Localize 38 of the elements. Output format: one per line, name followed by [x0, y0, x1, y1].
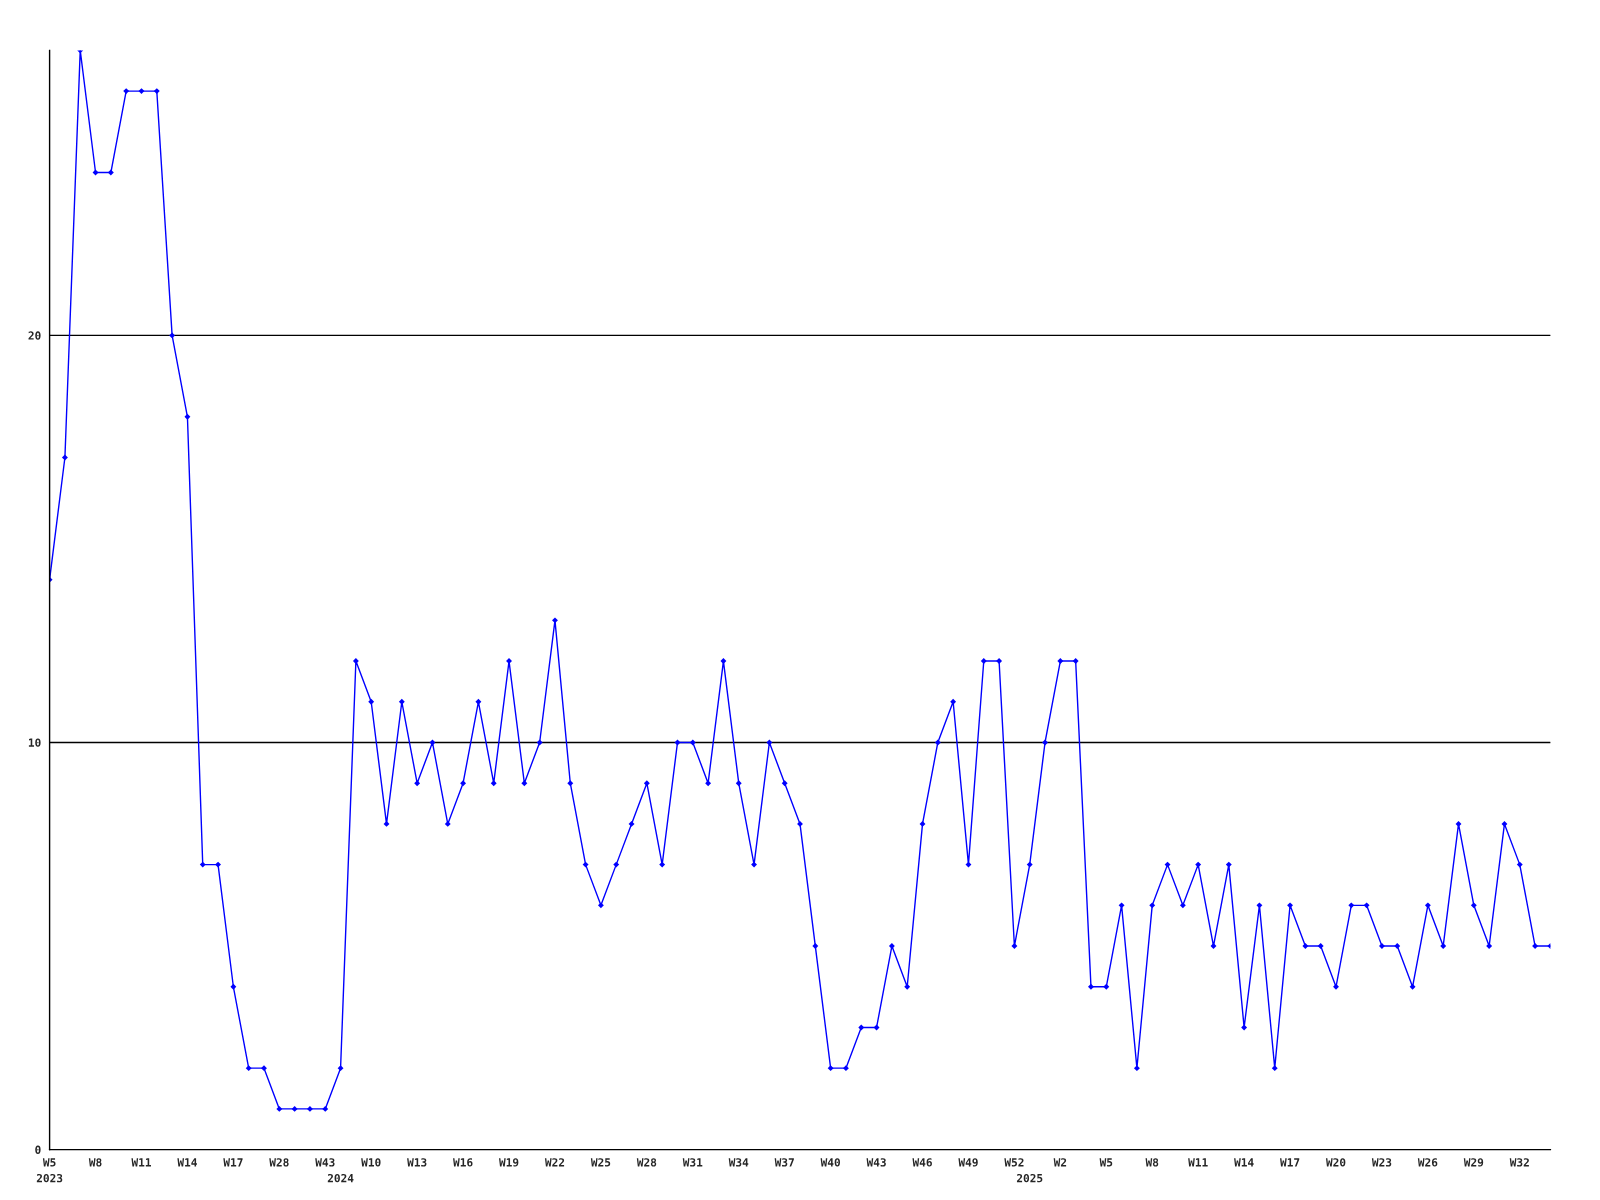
x-tick-label: 2024 [327, 1173, 354, 1183]
x-tick-label: W26 [1417, 1158, 1438, 1167]
x-tick-label: W14 [1234, 1158, 1254, 1167]
x-tick-label: W5 2023 [36, 1158, 63, 1183]
y-tick-label: 0 [35, 1145, 41, 1154]
x-tick-label: W11 [131, 1158, 151, 1167]
x-tick-label: W11 [1188, 1158, 1208, 1167]
x-tick-label: W25 [590, 1158, 611, 1167]
x-tick-label: W8 [1145, 1158, 1159, 1167]
x-tick-label: W22 [544, 1158, 565, 1167]
x-tick-label: W52 [1004, 1158, 1024, 1167]
x-tick-label: W29 [1463, 1158, 1484, 1167]
x-tick-label: W8 [88, 1158, 102, 1167]
x-tick-label: W17 [223, 1158, 243, 1167]
x-tick-label: 2025 [1016, 1173, 1043, 1183]
x-tick-label: W32 [1509, 1158, 1529, 1167]
x-tick-label: W40 [820, 1158, 840, 1167]
x-tick-label: W2 [1053, 1158, 1067, 1167]
x-tick-label: W37 [774, 1158, 794, 1167]
x-tick-label: W23 [1371, 1158, 1392, 1167]
x-tick-label: W10 [361, 1158, 381, 1167]
x-tick-label: W5 [1099, 1158, 1113, 1167]
y-tick-label: 10 [28, 738, 41, 747]
x-tick-label: W31 [682, 1158, 703, 1167]
y-tick-label: 20 [28, 331, 41, 340]
x-tick-label: W34 [728, 1158, 749, 1167]
x-tick-label: W20 [1325, 1158, 1346, 1167]
x-tick-label: W46 [912, 1158, 932, 1167]
x-tick-label: W28 [269, 1158, 289, 1167]
x-tick-label: W14 [177, 1158, 197, 1167]
x-tick-label: W16 [453, 1158, 473, 1167]
x-tick-label: W43 [866, 1158, 886, 1167]
x-tick-label: W19 [498, 1158, 519, 1167]
x-tick-label: W49 [958, 1158, 978, 1167]
x-tick-label: W13 [407, 1158, 427, 1167]
x-tick-label: W17 [1280, 1158, 1300, 1167]
x-tick-label: W43 [315, 1158, 335, 1167]
x-tick-label: W28 [636, 1158, 657, 1167]
